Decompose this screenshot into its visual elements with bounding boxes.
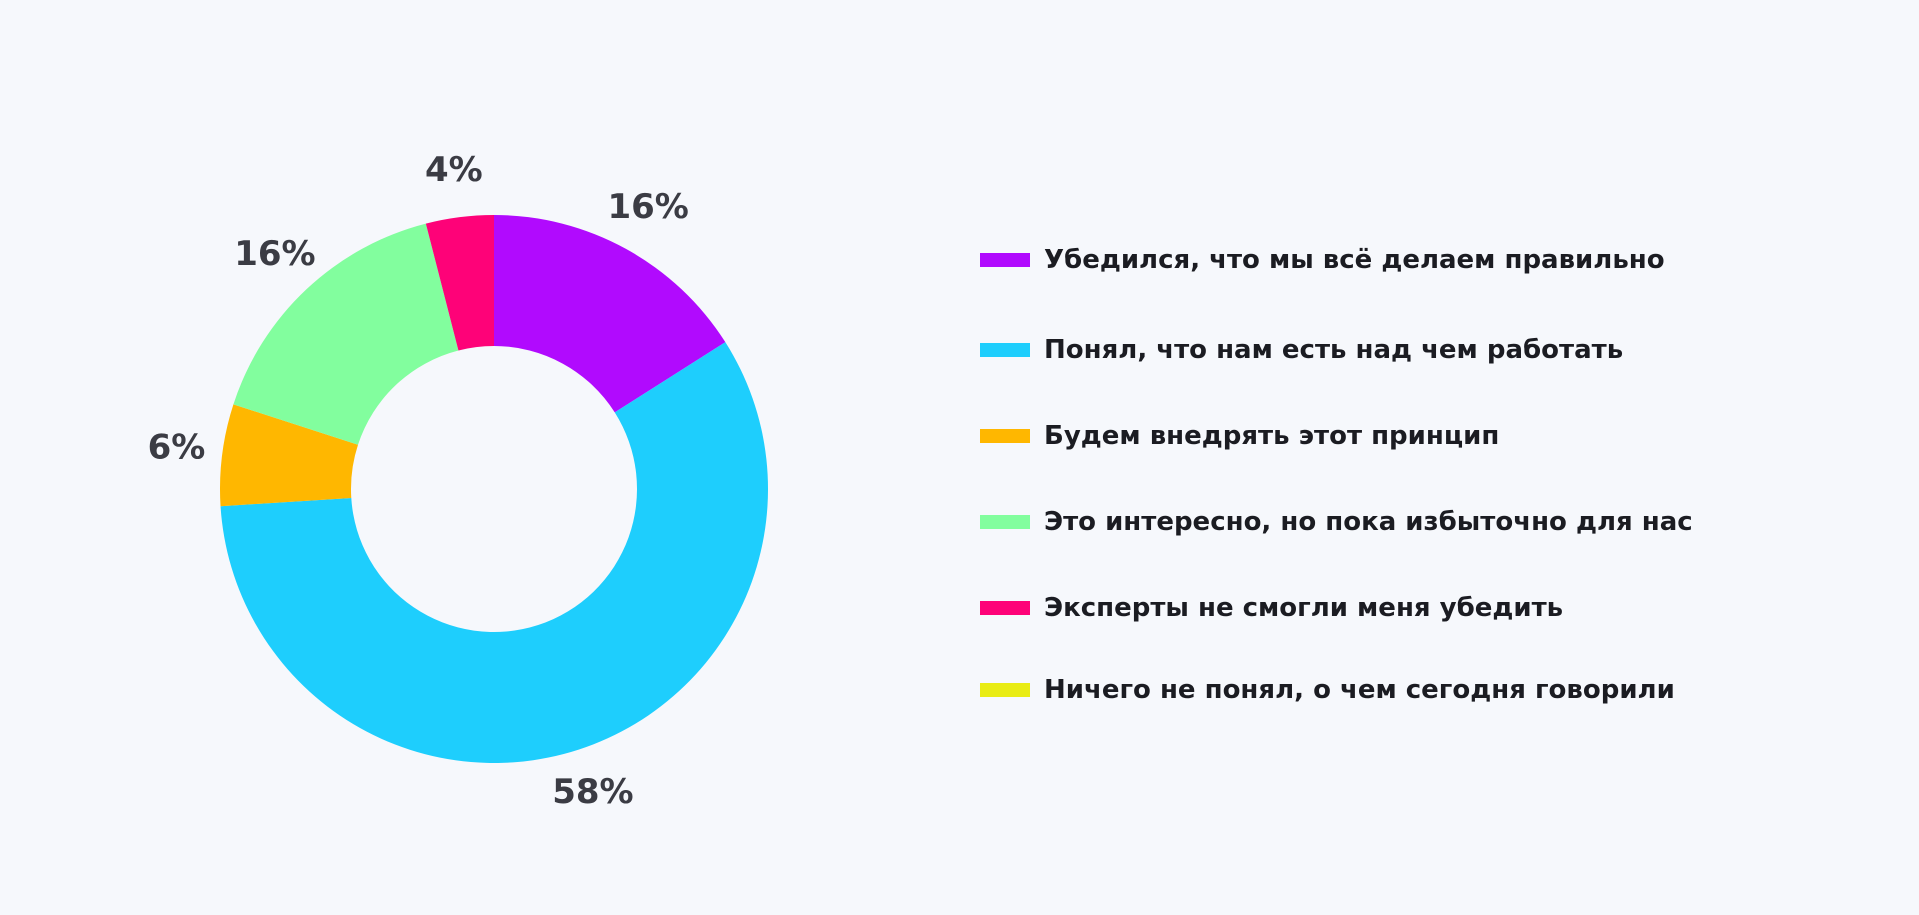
legend-swatch [980,515,1030,529]
legend-swatch [980,253,1030,267]
legend-item-6: Ничего не понял, о чем сегодня говорили [980,670,1675,710]
legend-label: Будем внедрять этот принцип [1044,421,1500,451]
legend-item-1: Убедился, что мы всё делаем правильно [980,240,1665,280]
slice-5 [425,215,494,351]
legend-item-3: Будем внедрять этот принцип [980,416,1499,456]
slice-label-3: 6% [148,427,206,467]
slice-label-2: 58% [552,772,633,812]
legend-label: Это интересно, но пока избыточно для нас [1044,507,1693,537]
legend-label: Ничего не понял, о чем сегодня говорили [1044,675,1675,705]
legend-swatch [980,601,1030,615]
legend-label: Понял, что нам есть над чем работать [1044,335,1624,365]
slice-2 [220,342,769,764]
legend-item-5: Эксперты не смогли меня убедить [980,588,1563,628]
legend-label: Эксперты не смогли меня убедить [1044,593,1564,623]
legend-item-4: Это интересно, но пока избыточно для нас [980,502,1693,542]
slice-3 [220,404,358,507]
legend-swatch [980,683,1030,697]
slice-1 [494,215,726,413]
legend-swatch [980,429,1030,443]
legend-swatch [980,343,1030,357]
slice-4 [233,223,459,445]
slice-label-4: 16% [234,234,315,274]
slice-label-5: 4% [425,150,483,190]
slice-label-1: 16% [607,187,688,227]
legend-item-2: Понял, что нам есть над чем работать [980,330,1623,370]
legend-label: Убедился, что мы всё делаем правильно [1044,245,1665,275]
